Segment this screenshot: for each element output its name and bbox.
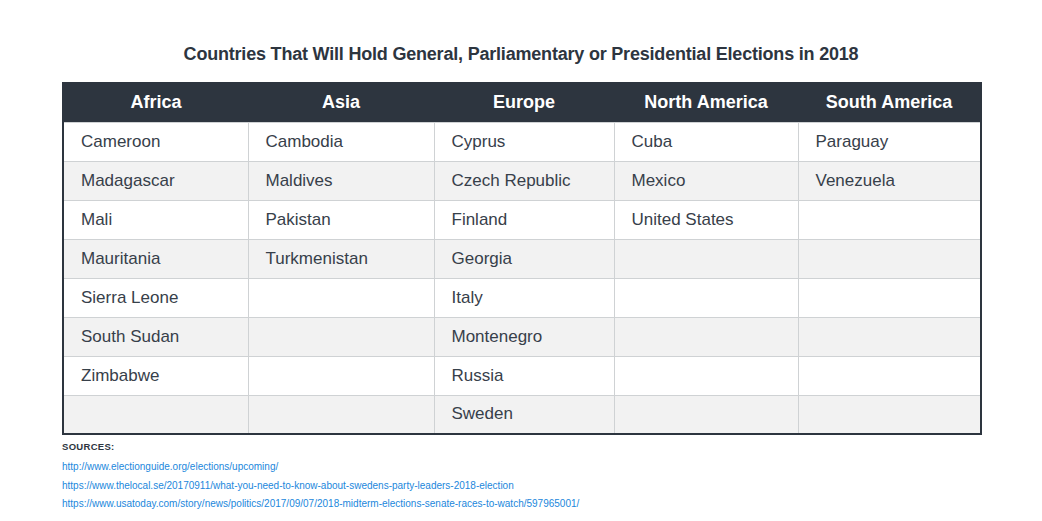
column-header-asia: Asia	[248, 83, 434, 122]
table-cell-south-sudan: South Sudan	[63, 317, 248, 356]
table-cell-empty	[614, 395, 798, 434]
table-cell-paraguay: Paraguay	[798, 122, 981, 161]
column-header-europe: Europe	[434, 83, 614, 122]
table-row: CameroonCambodiaCyprusCubaParaguay	[63, 122, 981, 161]
table-cell-empty	[248, 356, 434, 395]
table-row: South Sudan Montenegro	[63, 317, 981, 356]
column-header-south-america: South America	[798, 83, 981, 122]
table-cell-empty	[798, 395, 981, 434]
table-cell-empty	[798, 278, 981, 317]
table-cell-cyprus: Cyprus	[434, 122, 614, 161]
table-cell-finland: Finland	[434, 200, 614, 239]
table-cell-empty	[614, 239, 798, 278]
source-link-row: https://www.usatoday.com/story/news/poli…	[62, 494, 579, 513]
table-cell-mali: Mali	[63, 200, 248, 239]
table-cell-cameroon: Cameroon	[63, 122, 248, 161]
table-cell-empty	[63, 395, 248, 434]
table-cell-cuba: Cuba	[614, 122, 798, 161]
column-header-north-america: North America	[614, 83, 798, 122]
elections-table-container: AfricaAsiaEuropeNorth AmericaSouth Ameri…	[62, 82, 982, 435]
sources-label: SOURCES:	[62, 441, 579, 452]
elections-table: AfricaAsiaEuropeNorth AmericaSouth Ameri…	[62, 82, 982, 435]
header-row: AfricaAsiaEuropeNorth AmericaSouth Ameri…	[63, 83, 981, 122]
table-row: Zimbabwe Russia	[63, 356, 981, 395]
sources-section: SOURCES: http://www.electionguide.org/el…	[62, 441, 579, 513]
table-cell-czech-republic: Czech Republic	[434, 161, 614, 200]
table-row: MaliPakistanFinlandUnited States	[63, 200, 981, 239]
table-cell-mauritania: Mauritania	[63, 239, 248, 278]
source-link-row: http://www.electionguide.org/elections/u…	[62, 457, 579, 476]
table-cell-sierra-leone: Sierra Leone	[63, 278, 248, 317]
table-cell-empty	[798, 200, 981, 239]
table-row: Sweden	[63, 395, 981, 434]
sources-link-list: http://www.electionguide.org/elections/u…	[62, 457, 579, 513]
source-link[interactable]: http://www.electionguide.org/elections/u…	[62, 461, 278, 472]
table-cell-empty	[614, 317, 798, 356]
table-cell-cambodia: Cambodia	[248, 122, 434, 161]
table-row: MauritaniaTurkmenistanGeorgia	[63, 239, 981, 278]
table-row: MadagascarMaldivesCzech RepublicMexicoVe…	[63, 161, 981, 200]
table-header: AfricaAsiaEuropeNorth AmericaSouth Ameri…	[63, 83, 981, 122]
table-body: CameroonCambodiaCyprusCubaParaguayMadaga…	[63, 122, 981, 434]
table-cell-russia: Russia	[434, 356, 614, 395]
table-cell-empty	[798, 239, 981, 278]
table-cell-empty	[248, 317, 434, 356]
table-cell-empty	[248, 278, 434, 317]
table-cell-empty	[614, 278, 798, 317]
table-cell-sweden: Sweden	[434, 395, 614, 434]
table-cell-italy: Italy	[434, 278, 614, 317]
table-cell-zimbabwe: Zimbabwe	[63, 356, 248, 395]
table-cell-venezuela: Venezuela	[798, 161, 981, 200]
infographic-canvas: Countries That Will Hold General, Parlia…	[0, 0, 1042, 521]
table-cell-maldives: Maldives	[248, 161, 434, 200]
table-cell-montenegro: Montenegro	[434, 317, 614, 356]
table-cell-georgia: Georgia	[434, 239, 614, 278]
table-cell-empty	[614, 356, 798, 395]
table-cell-empty	[248, 395, 434, 434]
table-cell-mexico: Mexico	[614, 161, 798, 200]
table-cell-united-states: United States	[614, 200, 798, 239]
table-cell-turkmenistan: Turkmenistan	[248, 239, 434, 278]
source-link[interactable]: https://www.usatoday.com/story/news/poli…	[62, 498, 579, 509]
table-cell-pakistan: Pakistan	[248, 200, 434, 239]
source-link-row: https://www.thelocal.se/20170911/what-yo…	[62, 476, 579, 495]
table-cell-empty	[798, 356, 981, 395]
page-title: Countries That Will Hold General, Parlia…	[0, 44, 1042, 65]
table-cell-madagascar: Madagascar	[63, 161, 248, 200]
table-row: Sierra Leone Italy	[63, 278, 981, 317]
table-cell-empty	[798, 317, 981, 356]
source-link[interactable]: https://www.thelocal.se/20170911/what-yo…	[62, 480, 514, 491]
column-header-africa: Africa	[63, 83, 248, 122]
